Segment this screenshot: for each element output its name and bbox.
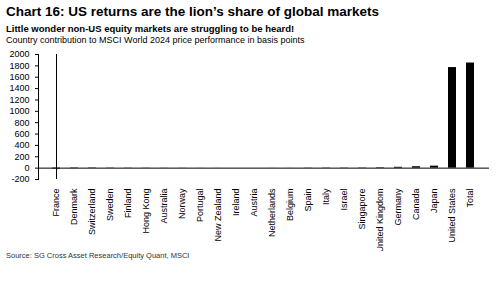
svg-text:-200: -200	[11, 174, 29, 184]
svg-text:Singapore: Singapore	[357, 189, 367, 230]
svg-text:Japan: Japan	[429, 189, 439, 214]
svg-text:800: 800	[14, 118, 29, 128]
svg-text:1400: 1400	[9, 83, 29, 93]
svg-text:1000: 1000	[9, 106, 29, 116]
svg-text:Sweden: Sweden	[105, 189, 115, 222]
svg-text:Switzerland: Switzerland	[87, 189, 97, 236]
svg-text:2000: 2000	[9, 49, 29, 59]
svg-text:1800: 1800	[9, 61, 29, 71]
svg-text:1600: 1600	[9, 72, 29, 82]
svg-text:Ireland: Ireland	[231, 189, 241, 217]
svg-text:400: 400	[14, 140, 29, 150]
svg-text:United States: United States	[447, 188, 457, 243]
html-text:Little wonder non-US equity ma: Little wonder non-US equity markets are …	[6, 23, 295, 34]
svg-text:600: 600	[14, 129, 29, 139]
html-text:Source: SG Cross Asset Researc: Source: SG Cross Asset Research/Equity Q…	[6, 251, 190, 260]
svg-text:Germany: Germany	[393, 188, 403, 226]
html-text:Chart 16: US returns are the l: Chart 16: US returns are the lion’s shar…	[6, 4, 380, 19]
svg-text:1200: 1200	[9, 95, 29, 105]
svg-text:Finland: Finland	[123, 189, 133, 219]
svg-text:Portugal: Portugal	[195, 189, 205, 223]
svg-text:United Kingdom: United Kingdom	[375, 189, 385, 252]
svg-text:Austria: Austria	[249, 189, 259, 217]
svg-text:Belgium: Belgium	[285, 189, 295, 222]
svg-text:Italy: Italy	[321, 188, 331, 205]
svg-text:Australia: Australia	[159, 189, 169, 224]
svg-text:Hong Kong: Hong Kong	[141, 189, 151, 234]
svg-text:New Zealand: New Zealand	[213, 189, 223, 242]
html-text:Country contribution to MSCI W: Country contribution to MSCI World 2024 …	[6, 35, 305, 45]
svg-text:Canada: Canada	[411, 189, 421, 221]
svg-text:Norway: Norway	[177, 188, 187, 219]
svg-text:Denmark: Denmark	[69, 188, 79, 225]
svg-text:Israel: Israel	[339, 189, 349, 211]
svg-text:France: France	[51, 189, 61, 217]
svg-text:Spain: Spain	[303, 189, 313, 212]
svg-text:Netherlands: Netherlands	[267, 188, 277, 237]
svg-text:Total: Total	[465, 189, 475, 208]
svg-text:0: 0	[24, 163, 29, 173]
svg-text:200: 200	[14, 152, 29, 162]
